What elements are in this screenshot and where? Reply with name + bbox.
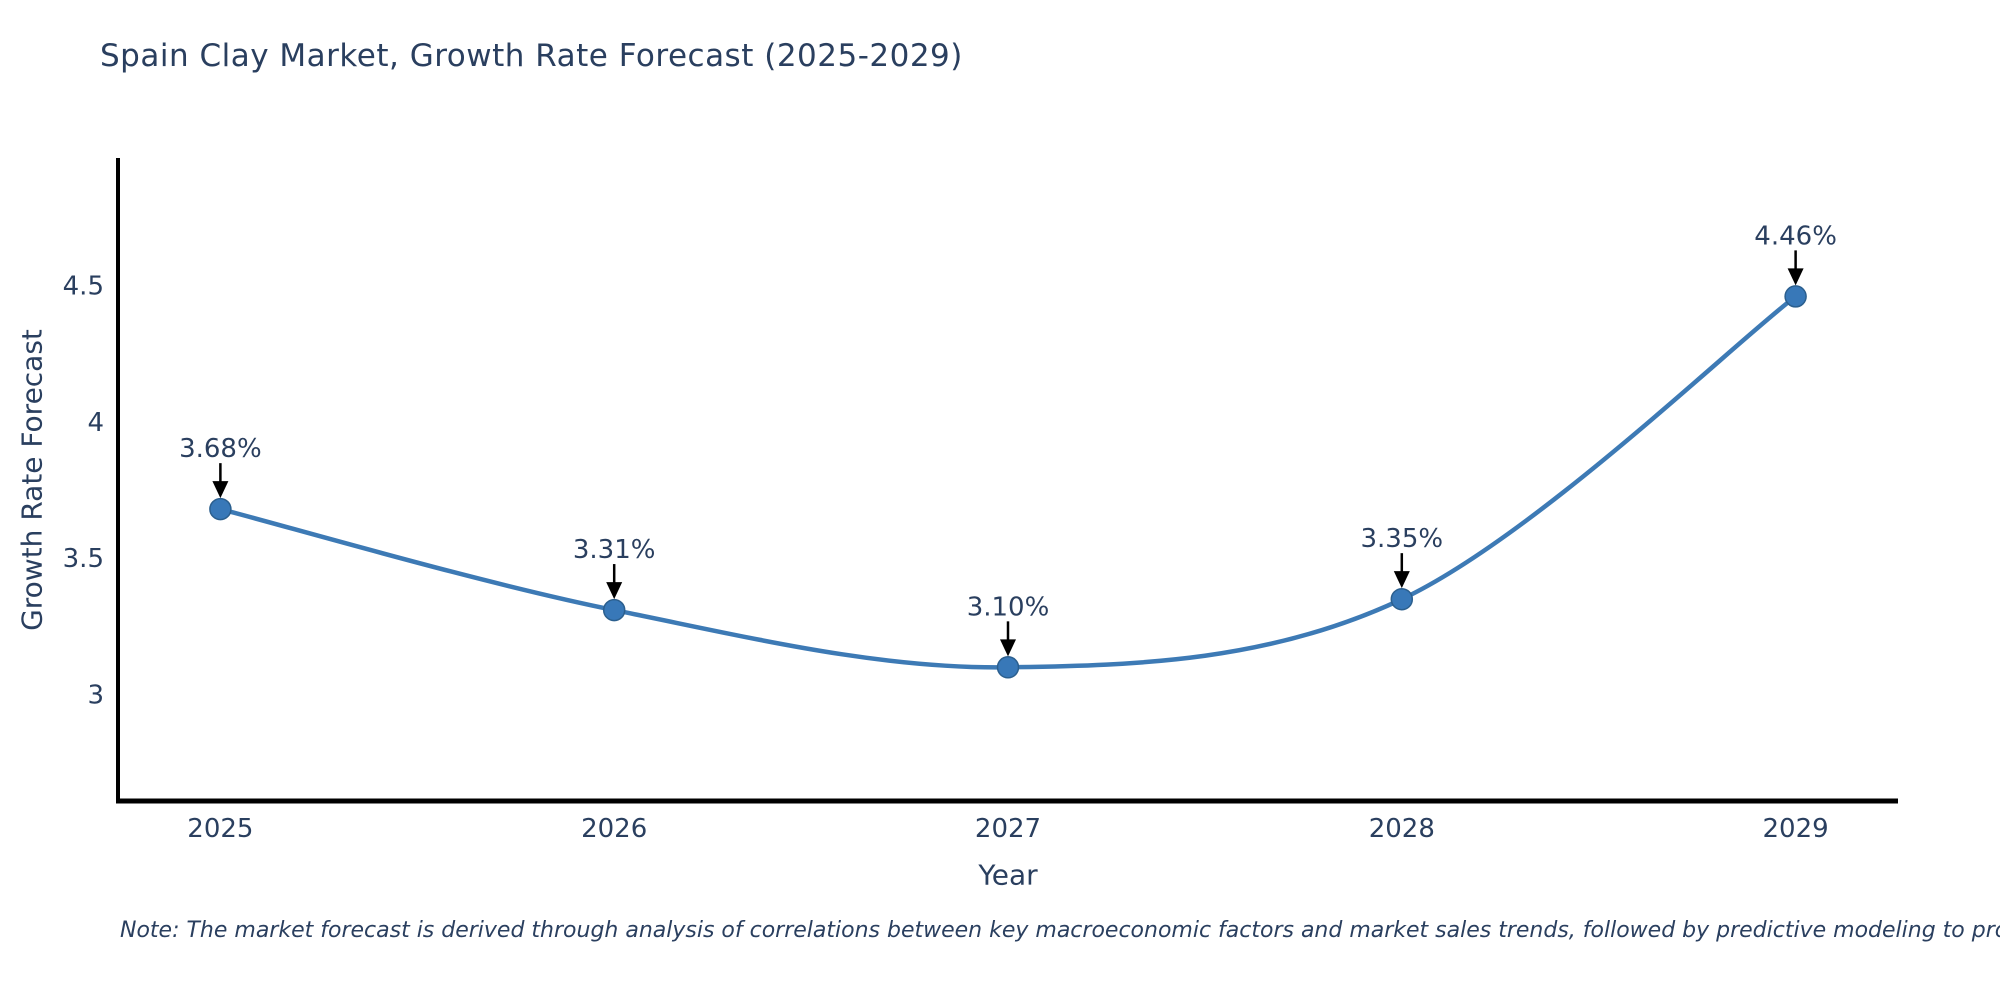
annotation-arrowhead — [1393, 571, 1410, 589]
data-point-label: 3.68% — [179, 434, 262, 464]
data-point-marker — [996, 656, 1020, 679]
y-tick-label: 3 — [87, 681, 104, 711]
data-point-label: 3.35% — [1361, 524, 1444, 554]
data-point-marker — [1784, 285, 1807, 308]
chart-title: Spain Clay Market, Growth Rate Forecast … — [100, 38, 963, 74]
x-tick-label: 2029 — [1763, 814, 1829, 844]
data-point-marker — [1390, 587, 1414, 611]
x-tick-label: 2027 — [975, 814, 1041, 844]
x-axis-title: Year — [978, 858, 1038, 892]
annotation-arrowhead — [212, 481, 229, 499]
annotation-arrowhead — [1000, 639, 1016, 657]
y-tick-label: 3.5 — [63, 544, 104, 574]
footnote: Note: The market forecast is derived thr… — [120, 918, 2000, 943]
data-point-marker — [209, 497, 232, 521]
x-tick-label: 2025 — [187, 814, 253, 844]
y-tick-label: 4 — [87, 408, 104, 438]
annotation-arrowhead — [606, 582, 623, 600]
x-tick-label: 2026 — [581, 814, 647, 844]
annotation-arrowhead — [1787, 268, 1804, 286]
y-tick-label: 4.5 — [63, 271, 104, 301]
data-point-marker — [602, 598, 626, 622]
x-tick-label: 2028 — [1369, 814, 1435, 844]
data-point-label: 3.31% — [573, 535, 656, 565]
data-point-label: 3.10% — [967, 592, 1050, 622]
data-point-label: 4.46% — [1754, 221, 1837, 251]
